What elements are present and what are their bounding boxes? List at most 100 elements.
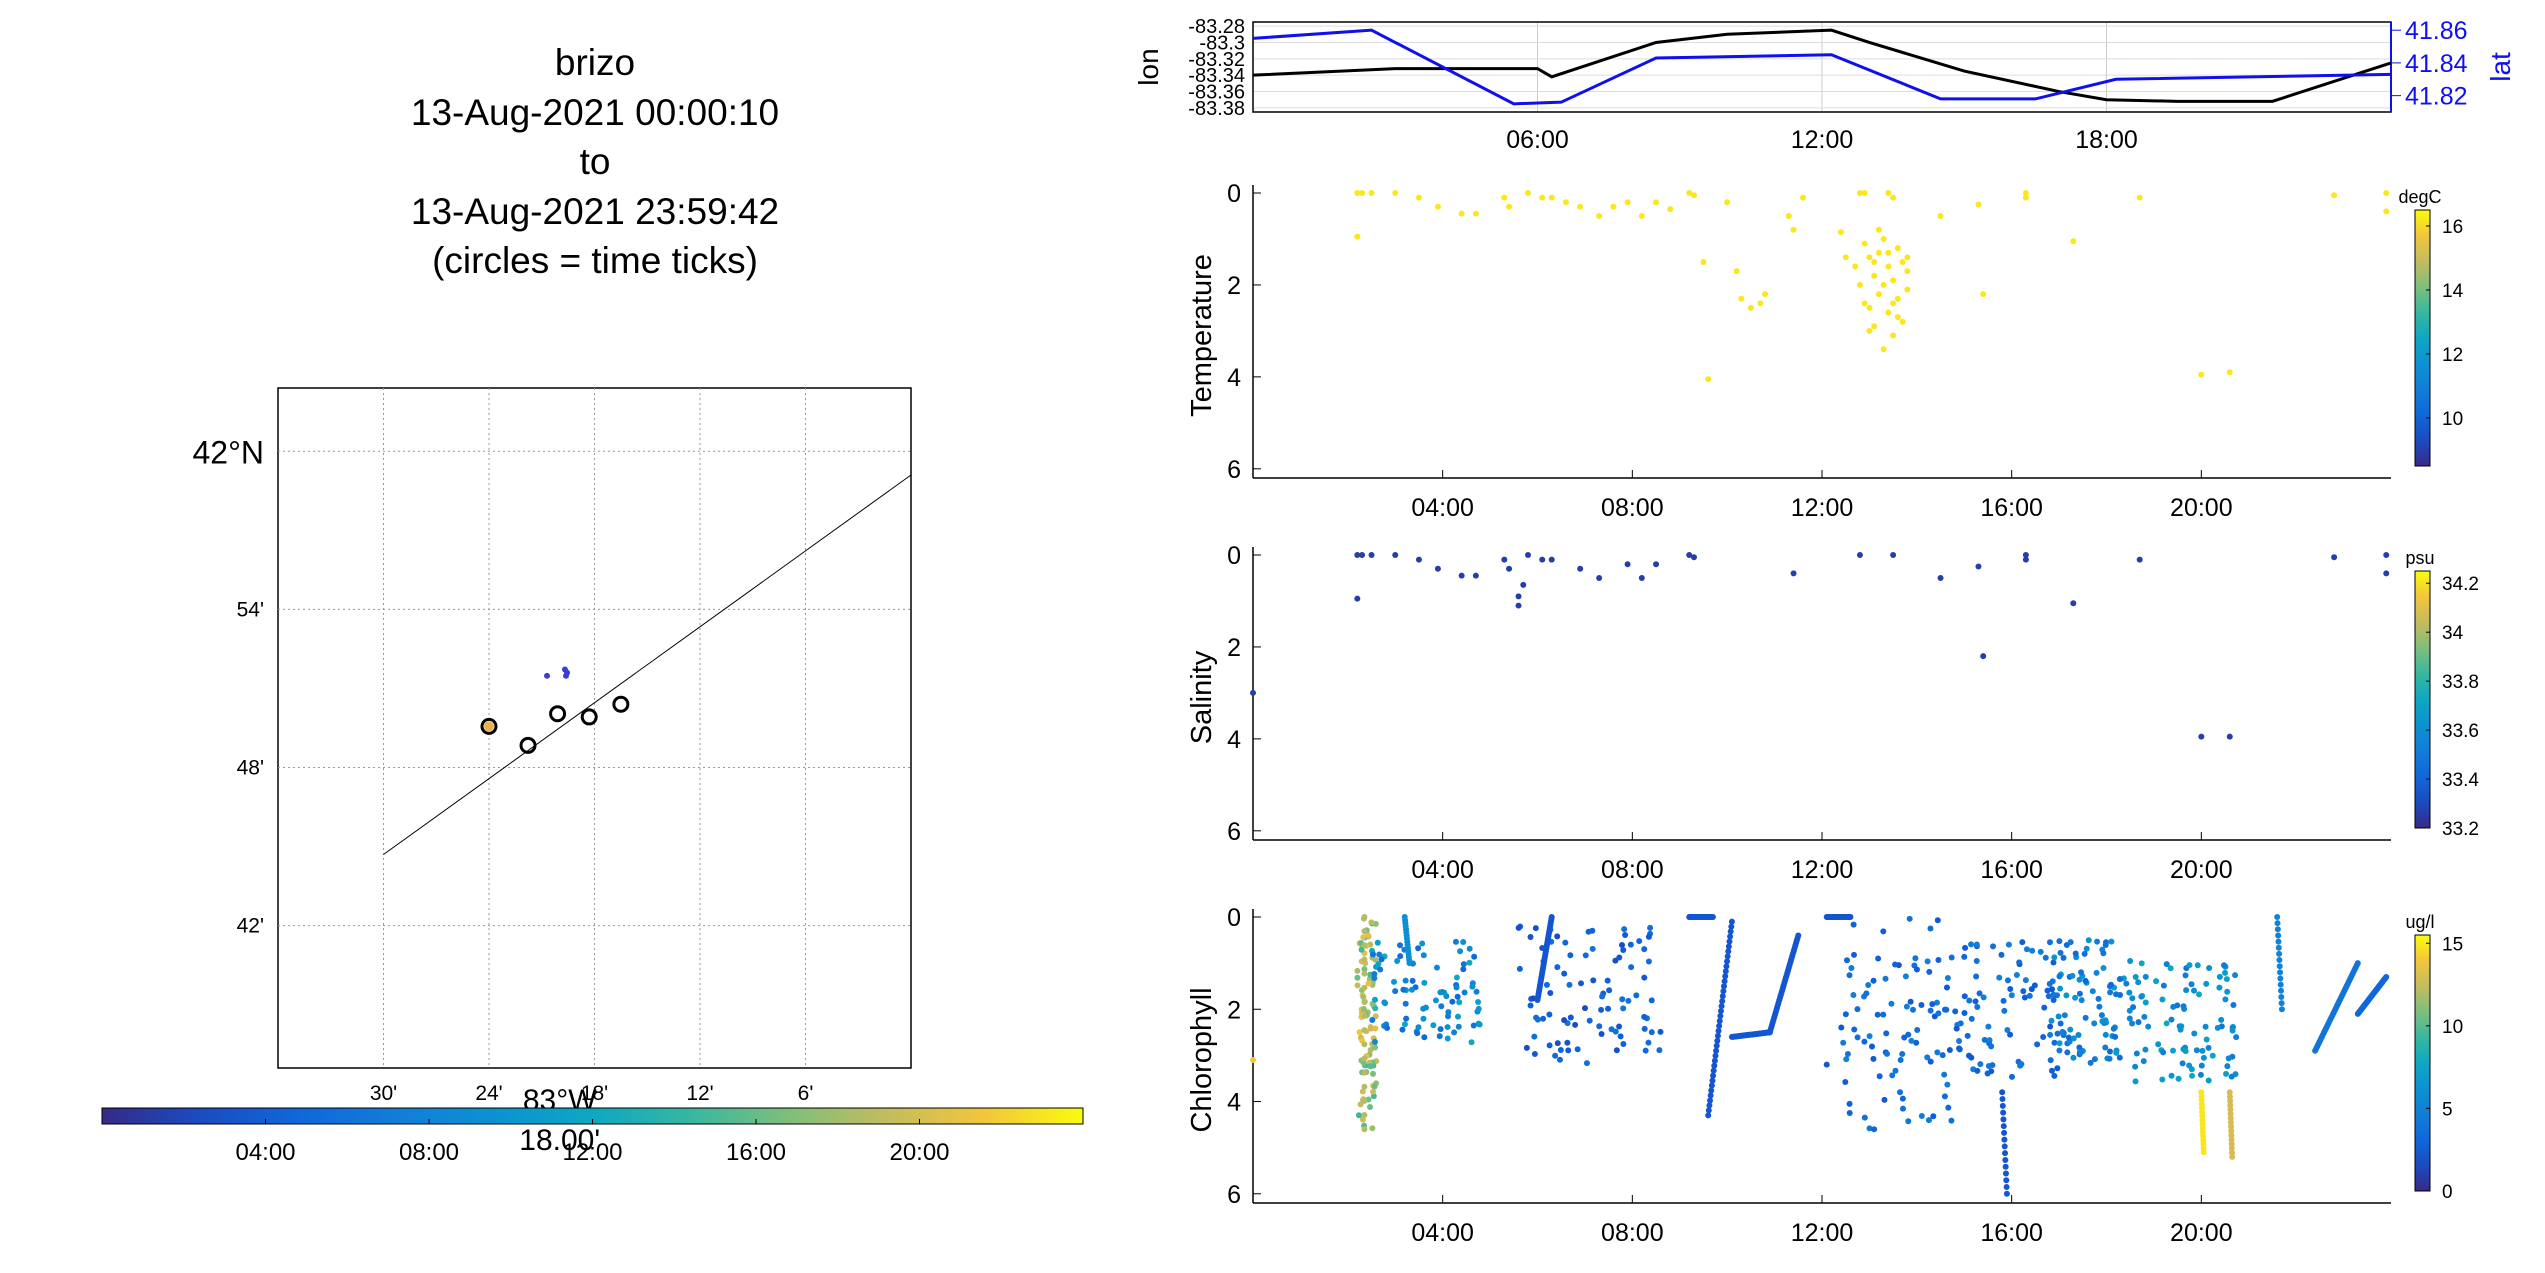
chlorophyll-point — [2130, 1004, 2137, 1011]
temperature-point — [1434, 203, 1441, 210]
chlorophyll-point — [2227, 1106, 2234, 1113]
chlorophyll-point — [2163, 1020, 2170, 1027]
temperature-colorbar-label: 14 — [2442, 281, 2464, 302]
salinity-point — [1548, 556, 1555, 563]
chlorophyll-point — [1360, 1006, 1367, 1013]
chlorophyll-point — [1713, 1042, 1720, 1049]
map-colorbar-label: 20:00 — [889, 1139, 949, 1166]
chlorophyll-point — [2200, 1054, 2207, 1061]
chlorophyll-point — [1612, 957, 1619, 964]
chlorophyll-point — [1943, 984, 1950, 991]
temperature-point — [1757, 300, 1764, 307]
chlorophyll-point — [2000, 1116, 2007, 1123]
temperature-point — [1610, 203, 1617, 210]
chlorophyll-point — [2070, 1054, 2077, 1061]
chlorophyll-point — [2046, 939, 2053, 946]
chlorophyll-point — [2275, 932, 2282, 939]
chlorophyll-point — [1406, 960, 1413, 967]
chlorophyll-point — [2160, 982, 2167, 989]
map-lat-tick: 54' — [237, 598, 264, 621]
chlorophyll-point — [1605, 1005, 1612, 1012]
chlorophyll-point — [1567, 1014, 1574, 1021]
chlorophyll-point — [2193, 1047, 2200, 1054]
chlorophyll-point — [2056, 973, 2063, 980]
map-colorbar-label: 12:00 — [562, 1139, 622, 1166]
chlorophyll-point — [1606, 987, 1613, 994]
lonlat-series-lat — [1252, 28, 2392, 106]
chlorophyll-point — [2155, 1041, 2162, 1048]
chlorophyll-point — [1399, 1026, 1406, 1033]
salinity-point — [1250, 689, 1256, 696]
chlorophyll-point — [2047, 1057, 2054, 1064]
chlorophyll-point — [1899, 1105, 1906, 1112]
chlorophyll-point — [1985, 1023, 1992, 1030]
chlorophyll-point — [2102, 1044, 2109, 1051]
chlorophyll-point — [2077, 1049, 2084, 1056]
chlorophyll-point — [2142, 1046, 2149, 1053]
chlorophyll-point — [1466, 959, 1473, 966]
chlorophyll-point — [2209, 1052, 2216, 1059]
chlorophyll-point — [1968, 941, 1975, 948]
chlorophyll-point — [1848, 965, 1855, 972]
chlorophyll-point — [1608, 1026, 1615, 1033]
temperature-point — [1724, 199, 1731, 206]
chlorophyll-point — [1842, 1079, 1849, 1086]
temperature-point — [1866, 304, 1873, 311]
temperature-point — [1866, 327, 1873, 334]
chlorophyll-point — [2072, 950, 2079, 957]
temperature-point — [1539, 194, 1546, 201]
chlorophyll-point — [1430, 1022, 1437, 1029]
temperature-point — [1880, 281, 1887, 288]
map-sample-point — [564, 669, 571, 676]
salinity-point — [1434, 565, 1441, 572]
chlorophyll-point — [1909, 1006, 1916, 1013]
chlorophyll-point — [1876, 1073, 1883, 1080]
chlorophyll-point — [2222, 996, 2229, 1003]
chlorophyll-point — [1999, 1096, 2006, 1103]
chlorophyll-point — [2126, 1015, 2133, 1022]
chlorophyll-point — [2132, 973, 2139, 980]
salinity-colorbar-unit: psu — [2405, 548, 2434, 568]
chlorophyll-point — [2228, 1132, 2235, 1139]
chlorophyll-point — [2100, 950, 2107, 957]
temperature-point — [1837, 229, 1844, 236]
chlorophyll-point — [1531, 1050, 1538, 1057]
chlorophyll-point — [1523, 1044, 1530, 1051]
chlorophyll-point — [1899, 1050, 1906, 1057]
chlorophyll-point — [2232, 972, 2239, 979]
chlorophyll-point — [2228, 1145, 2235, 1152]
chlorophyll-point — [2274, 926, 2281, 933]
chlorophyll-point — [2069, 972, 2076, 979]
temperature-point — [1856, 190, 1863, 196]
chlorophyll-point — [2067, 1026, 2074, 1033]
chlorophyll-point — [1354, 974, 1361, 981]
salinity-point — [1653, 561, 1660, 568]
chlorophyll-point — [2002, 1156, 2009, 1163]
chlorophyll-point — [1527, 934, 1534, 941]
salinity-point — [1890, 552, 1897, 558]
temperature-colorbar — [2414, 209, 2431, 467]
chlorophyll-point — [1618, 941, 1625, 948]
temperature-x-tick: 08:00 — [1601, 494, 1664, 522]
chlorophyll-point — [1415, 945, 1422, 952]
chlorophyll-point — [2023, 946, 2030, 953]
chlorophyll-point — [1721, 983, 1728, 990]
title-line-start: 13-Aug-2021 00:00:10 — [410, 91, 780, 133]
chlorophyll-point — [2203, 1036, 2210, 1043]
chlorophyll-point — [1554, 933, 1561, 940]
chlorophyll-point — [2277, 981, 2284, 988]
chlorophyll-point — [1466, 945, 1473, 952]
chlorophyll-point — [1371, 975, 1378, 982]
temperature-point — [1871, 258, 1878, 265]
temperature-colorbar-label: 10 — [2442, 409, 2463, 430]
chlorophyll-point — [1641, 974, 1648, 981]
salinity-colorbar-label: 33.2 — [2442, 819, 2479, 840]
chlorophyll-point — [1897, 1089, 1904, 1096]
chlorophyll-point — [1384, 1025, 1391, 1032]
chlorophyll-point — [2227, 1102, 2234, 1109]
chlorophyll-point — [1359, 1088, 1366, 1095]
chlorophyll-point — [1973, 958, 1980, 965]
chlorophyll-point — [2051, 954, 2058, 961]
chlorophyll-point — [2072, 994, 2079, 1001]
chlorophyll-point — [2078, 969, 2085, 976]
